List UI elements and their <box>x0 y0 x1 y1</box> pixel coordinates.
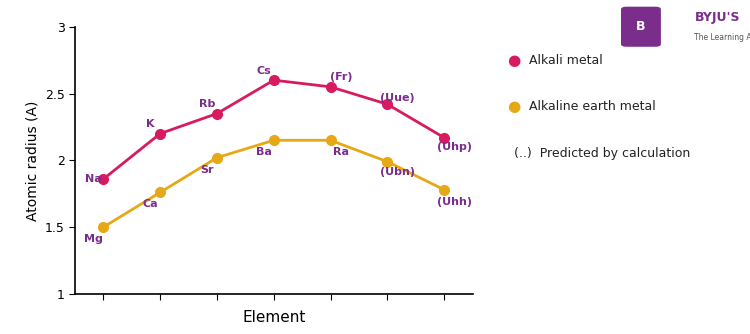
Text: Rb: Rb <box>199 99 215 109</box>
Y-axis label: Atomic radius (A): Atomic radius (A) <box>26 100 39 220</box>
Text: BYJU'S: BYJU'S <box>694 11 740 24</box>
Text: ●: ● <box>507 100 520 114</box>
Text: B: B <box>636 20 646 33</box>
Text: ●: ● <box>507 53 520 67</box>
Text: (Ubn): (Ubn) <box>380 167 415 177</box>
Text: Alkaline earth metal: Alkaline earth metal <box>529 101 656 113</box>
Text: Ca: Ca <box>142 199 158 209</box>
Text: Sr: Sr <box>200 165 214 175</box>
X-axis label: Element: Element <box>242 310 305 325</box>
Text: (Uhh): (Uhh) <box>436 197 472 207</box>
Text: Mg: Mg <box>84 234 103 244</box>
Text: (..)  Predicted by calculation: (..) Predicted by calculation <box>514 147 690 160</box>
Text: (Uhp): (Uhp) <box>436 142 472 152</box>
Text: Na: Na <box>85 174 101 184</box>
Text: K: K <box>146 119 154 129</box>
Text: Alkali metal: Alkali metal <box>529 54 602 66</box>
Text: The Learning App: The Learning App <box>694 33 750 42</box>
Text: Ra: Ra <box>333 147 349 157</box>
Text: (Fr): (Fr) <box>329 72 352 82</box>
FancyBboxPatch shape <box>621 7 661 47</box>
Text: (Uue): (Uue) <box>380 93 415 103</box>
Text: Ba: Ba <box>256 147 272 157</box>
Text: Cs: Cs <box>256 66 271 76</box>
